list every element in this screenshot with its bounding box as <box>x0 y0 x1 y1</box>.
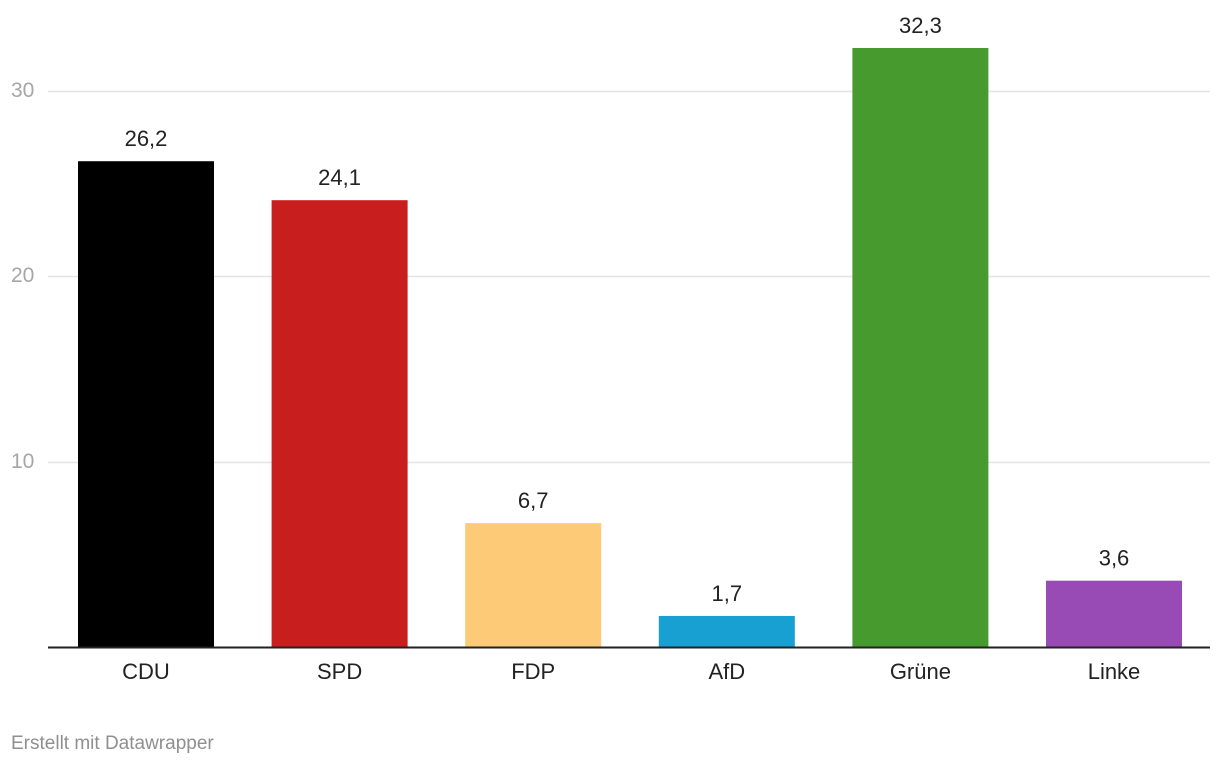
bar-value-label: 26,2 <box>125 126 168 151</box>
y-tick-label: 30 <box>11 79 34 102</box>
y-tick-label: 20 <box>11 264 34 287</box>
bar <box>658 615 795 648</box>
bar-value-label: 3,6 <box>1099 546 1130 571</box>
bar <box>852 48 989 648</box>
y-tick-label: 10 <box>11 450 34 473</box>
x-category-label: FDP <box>511 659 555 684</box>
bar-chart: 10 20 30 26,2 CDU 24,1 SPD 6,7 FDP 1,7 AfD 32,3 Grü… <box>11 13 1210 684</box>
bar <box>1046 580 1182 648</box>
bar-value-label: 6,7 <box>518 488 549 513</box>
credit-footer: Erstellt mit Datawrapper <box>11 733 214 754</box>
x-category-label: Grüne <box>890 659 951 684</box>
bar <box>78 161 214 648</box>
x-category-label: Linke <box>1088 659 1141 684</box>
bar <box>465 523 602 648</box>
bar-value-label: 32,3 <box>899 13 942 38</box>
bar-value-label: 1,7 <box>712 581 743 606</box>
grid-layer: 10 20 30 <box>11 79 1210 473</box>
x-category-label: AfD <box>708 659 745 684</box>
bar <box>271 200 408 648</box>
x-category-label: CDU <box>122 659 170 684</box>
x-category-label: SPD <box>317 659 362 684</box>
bar-value-label: 24,1 <box>318 165 361 190</box>
bar-layer <box>78 48 1182 648</box>
label-layer: 26,2 CDU 24,1 SPD 6,7 FDP 1,7 AfD 32,3 Grüne 3,6 Li… <box>122 13 1140 684</box>
